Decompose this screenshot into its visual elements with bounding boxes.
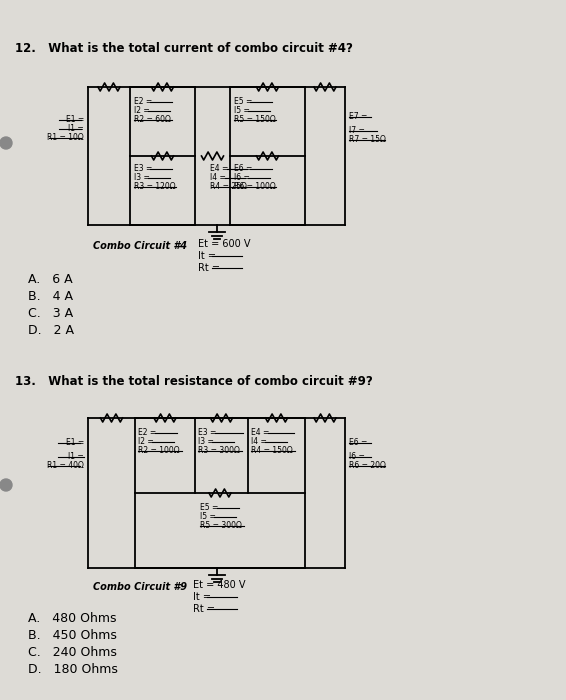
Text: I6 =: I6 = [234, 173, 250, 182]
Text: D.   180 Ohms: D. 180 Ohms [28, 663, 118, 676]
Circle shape [0, 137, 12, 149]
Text: R4 = 25Ω: R4 = 25Ω [211, 182, 247, 191]
Text: R4 = 150Ω: R4 = 150Ω [251, 446, 293, 455]
Text: E1 =: E1 = [66, 438, 84, 447]
Text: Combo Circuit #9: Combo Circuit #9 [93, 582, 187, 592]
Text: C.   240 Ohms: C. 240 Ohms [28, 646, 117, 659]
Text: R5 = 150Ω: R5 = 150Ω [234, 115, 276, 124]
Text: E4 =: E4 = [251, 428, 269, 437]
Text: I4 =: I4 = [211, 173, 226, 182]
Text: A.   6 A: A. 6 A [28, 273, 72, 286]
Text: R6 = 100Ω: R6 = 100Ω [234, 182, 276, 191]
Text: E1 =: E1 = [66, 115, 84, 124]
Text: Rt =: Rt = [198, 263, 220, 273]
Text: E6 =: E6 = [349, 438, 367, 447]
Text: E5 =: E5 = [200, 503, 218, 512]
Text: C.   3 A: C. 3 A [28, 307, 73, 320]
Text: R1 = 10Ω: R1 = 10Ω [47, 133, 84, 142]
Text: I2 =: I2 = [134, 106, 150, 115]
Text: I1 =: I1 = [68, 124, 84, 133]
Text: I7 =: I7 = [349, 126, 365, 135]
Text: E4 =: E4 = [211, 164, 229, 173]
Text: E5 =: E5 = [234, 97, 252, 106]
Text: R3 = 120Ω: R3 = 120Ω [134, 182, 175, 191]
Text: It =: It = [193, 592, 211, 602]
Text: I3 =: I3 = [198, 437, 214, 446]
Text: E2 =: E2 = [134, 97, 152, 106]
Text: D.   2 A: D. 2 A [28, 324, 74, 337]
Text: I3 =: I3 = [134, 173, 150, 182]
Text: I2 =: I2 = [138, 437, 154, 446]
Text: B.   450 Ohms: B. 450 Ohms [28, 629, 117, 642]
Text: Rt =: Rt = [193, 604, 215, 614]
Text: R1 = 40Ω: R1 = 40Ω [47, 461, 84, 470]
Text: I5 =: I5 = [234, 106, 250, 115]
Text: Combo Circuit #4: Combo Circuit #4 [93, 241, 187, 251]
Text: R3 = 300Ω: R3 = 300Ω [198, 446, 240, 455]
Text: R7 = 15Ω: R7 = 15Ω [349, 135, 386, 144]
Text: R2 = 100Ω: R2 = 100Ω [138, 446, 179, 455]
Text: E6 =: E6 = [234, 164, 252, 173]
Text: 13.   What is the total resistance of combo circuit #9?: 13. What is the total resistance of comb… [15, 375, 373, 388]
Text: E3 =: E3 = [134, 164, 152, 173]
Text: It =: It = [198, 251, 216, 261]
Text: E7 =: E7 = [349, 112, 367, 121]
Circle shape [0, 479, 12, 491]
Text: A.   480 Ohms: A. 480 Ohms [28, 612, 117, 625]
Text: Et = 480 V: Et = 480 V [193, 580, 246, 590]
Text: R2 = 60Ω: R2 = 60Ω [134, 115, 171, 124]
Text: I1 =: I1 = [68, 452, 84, 461]
Text: 12.   What is the total current of combo circuit #4?: 12. What is the total current of combo c… [15, 42, 353, 55]
Text: R5 = 300Ω: R5 = 300Ω [200, 521, 242, 530]
Text: E2 =: E2 = [138, 428, 156, 437]
Text: I6 =: I6 = [349, 452, 365, 461]
Text: R6 = 20Ω: R6 = 20Ω [349, 461, 386, 470]
Text: I4 =: I4 = [251, 437, 267, 446]
Text: B.   4 A: B. 4 A [28, 290, 73, 303]
Text: Et = 600 V: Et = 600 V [198, 239, 251, 249]
Text: I5 =: I5 = [200, 512, 216, 521]
Text: E3 =: E3 = [198, 428, 216, 437]
